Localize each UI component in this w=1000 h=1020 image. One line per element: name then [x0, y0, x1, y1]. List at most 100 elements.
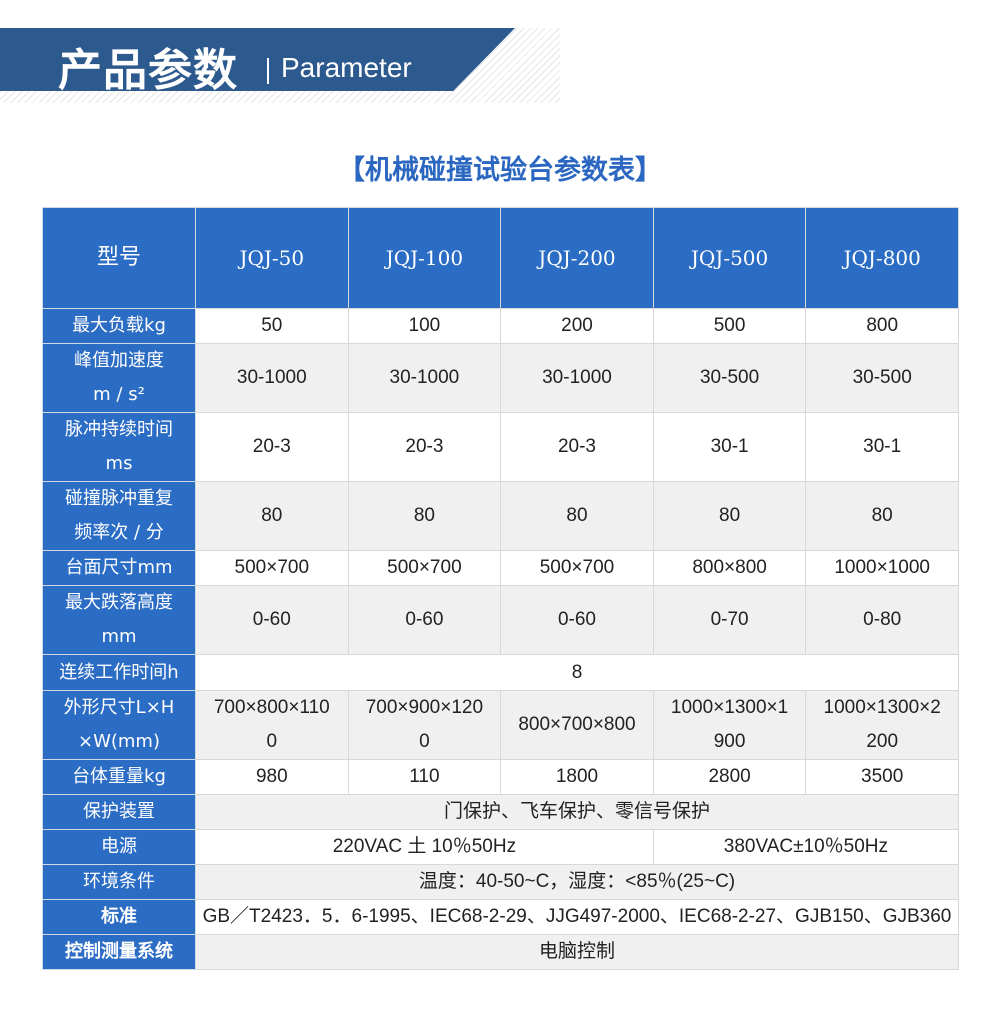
cell-line: 200: [866, 731, 899, 752]
table-cell: 800: [805, 308, 959, 344]
row-label: 台面尺寸mm: [42, 550, 196, 586]
cell-line: 0-70: [710, 609, 749, 630]
row-label: 最大负载kg: [42, 308, 196, 344]
cell-line: 20-3: [557, 436, 596, 457]
table-cell: 3500: [805, 759, 959, 795]
table-cell: 20-3: [195, 412, 349, 482]
table-cell: 0-70: [652, 585, 807, 655]
cell-line: 0: [266, 731, 278, 752]
cell-line: 80: [719, 505, 741, 526]
cell-line: 500×700: [387, 557, 462, 578]
row-label: 标准: [42, 899, 196, 935]
cell-line: 500: [713, 315, 746, 336]
table-cell: 0-60: [500, 585, 654, 655]
section-title: 产品参数: [58, 45, 238, 96]
model-header: JQJ-100: [347, 207, 502, 309]
cell-line: 800×700×800: [518, 714, 636, 735]
table-row: 最大跌落高度 mm 0-60 0-60 0-60 0-70 0-80: [42, 585, 959, 655]
cell-line: 80: [871, 505, 893, 526]
cell-line: 8: [571, 661, 583, 683]
table-row: 峰值加速度 m / s² 30-1000 30-1000 30-1000 30-500 30…: [42, 343, 959, 413]
title-divider: [267, 58, 269, 84]
table-title: 【机械碰撞试验台参数表】: [338, 155, 662, 186]
table-cell: 电脑控制: [195, 934, 959, 970]
table-cell: 380VAC±10％50Hz: [652, 829, 960, 865]
cell-line: GB／T2423．5．6-1995、IEC68-2-29、JJG497-2000…: [202, 906, 952, 927]
cell-line: 30-1000: [389, 367, 460, 388]
table-cell: 100: [347, 308, 502, 344]
cell-line: 30-1: [863, 436, 902, 457]
row-label-line: 峰值加速度: [74, 350, 164, 371]
cell-line: 500×700: [234, 557, 310, 578]
row-label: 连续工作时间h: [42, 654, 196, 691]
cell-line: 80: [261, 505, 283, 526]
table-row: 台面尺寸mm 500×700 500×700 500×700 800×800 1000×1…: [42, 550, 959, 586]
table-cell: 800×800: [652, 550, 807, 586]
row-label-line: 外形尺寸L×H: [63, 697, 175, 718]
row-label: 最大跌落高度 mm: [42, 585, 196, 655]
table-cell: 30-1000: [347, 343, 502, 413]
row-label-line: 保护装置: [83, 801, 155, 822]
table-cell: 2800: [652, 759, 807, 795]
cell-line: 220VAC 土 10％50Hz: [332, 836, 517, 857]
cell-line: 30-1000: [236, 367, 307, 388]
cell-line: 电脑控制: [538, 941, 615, 962]
row-label-line: 控制测量系统: [65, 941, 173, 962]
table-row: 连续工作时间h 8: [42, 654, 959, 691]
row-label: 峰值加速度 m / s²: [42, 343, 196, 413]
cell-line: 80: [413, 505, 435, 526]
cell-line: 1000×1000: [834, 557, 930, 578]
table-row: 外形尺寸L×H ×W(mm) 700×800×110 0 700×900×120 0 800…: [42, 690, 959, 760]
cell-line: 温度：40-50~C，湿度：<85％(25~C): [418, 871, 736, 892]
cell-line: 30-1000: [542, 367, 612, 388]
cell-line: 20-3: [252, 436, 291, 457]
cell-line: 30-1: [710, 436, 749, 457]
table-cell: 30-500: [652, 343, 807, 413]
cell-line: 30-500: [852, 367, 912, 388]
cell-line: 200: [561, 315, 593, 336]
row-label-line: ×W(mm): [78, 731, 160, 752]
table-cell: GB／T2423．5．6-1995、IEC68-2-29、JJG497-2000…: [195, 899, 959, 935]
table-cell: 20-3: [347, 412, 502, 482]
table-cell: 500×700: [347, 550, 502, 586]
model-header: JQJ-500: [652, 207, 807, 309]
table-cell: 500×700: [195, 550, 349, 586]
cell-line: 1800: [555, 766, 599, 787]
model-header: JQJ-800: [805, 207, 959, 309]
table-cell: 80: [347, 481, 502, 551]
row-label-line: 碰撞脉冲重复: [65, 488, 173, 509]
table-row: 脉冲持续时间 ms 20-3 20-3 20-3 30-1 30-1: [42, 412, 959, 482]
cell-line: 2800: [708, 766, 751, 787]
table-cell: 8: [195, 654, 959, 691]
table-cell: 80: [195, 481, 349, 551]
section-subtitle: Parameter: [281, 52, 412, 83]
table-row: 最大负载kg 50 100 200 500 800: [42, 308, 959, 344]
cell-line: 0-60: [405, 609, 444, 630]
row-label: 电源: [42, 829, 196, 865]
table-cell: 700×800×110 0: [195, 690, 349, 760]
section-banner: [0, 28, 515, 91]
row-label-line: m / s²: [93, 384, 145, 405]
table-cell: 0-60: [195, 585, 349, 655]
table-cell: 1000×1000: [805, 550, 959, 586]
cell-line: 80: [566, 505, 588, 526]
row-label-line: 电源: [101, 836, 137, 857]
table-cell: 110: [347, 759, 502, 795]
row-label-line: 最大负载kg: [72, 315, 166, 336]
cell-line: 700×900×120: [365, 697, 484, 718]
table-cell: 700×900×120 0: [347, 690, 502, 760]
cell-line: 0-60: [557, 609, 596, 630]
cell-line: 50: [261, 315, 283, 336]
row-label-line: 频率次 / 分: [74, 522, 164, 543]
table-cell: 0-80: [805, 585, 959, 655]
table-cell: 1800: [500, 759, 654, 795]
cell-line: 380VAC±10％50Hz: [723, 836, 889, 857]
table-row: 保护装置 门保护、飞车保护、零信号保护: [42, 794, 959, 830]
table-cell: 500: [652, 308, 807, 344]
table-cell: 220VAC 土 10％50Hz: [195, 829, 654, 865]
cell-line: 20-3: [405, 436, 444, 457]
table-row: 控制测量系统 电脑控制: [42, 934, 959, 970]
table-row: 环境条件 温度：40-50~C，湿度：<85％(25~C): [42, 864, 959, 900]
cell-line: 800: [866, 315, 899, 336]
row-label-line: 连续工作时间h: [59, 661, 179, 683]
